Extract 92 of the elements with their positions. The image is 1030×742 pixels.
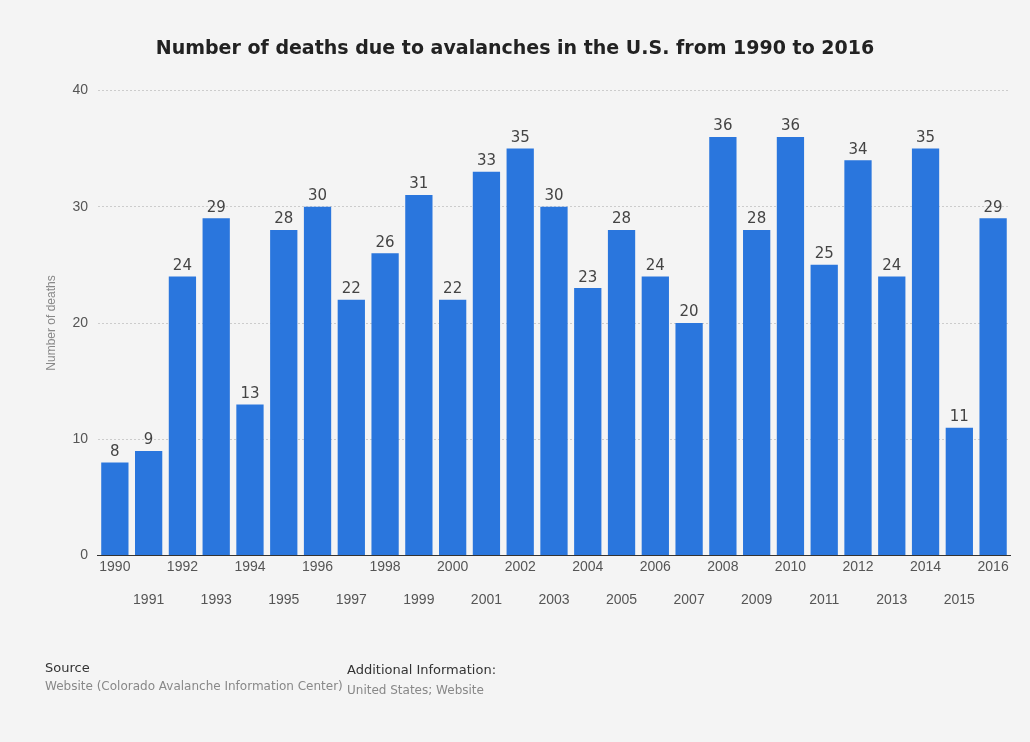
bar [371, 253, 399, 556]
bar [776, 136, 805, 556]
x-tick-label: 1991 [133, 591, 165, 608]
x-tick-label: 1993 [200, 591, 232, 608]
y-tick-label: 20 [72, 313, 89, 330]
data-label: 24 [172, 255, 192, 274]
x-tick-label: 1990 [99, 557, 131, 574]
bar [439, 299, 467, 556]
x-tick-label: 2010 [774, 557, 807, 574]
x-tick-label: 1999 [403, 591, 435, 608]
bar [911, 148, 940, 556]
bar [641, 276, 669, 556]
x-tick-label: 2006 [639, 557, 672, 574]
bar [607, 229, 636, 556]
bar [675, 323, 703, 556]
data-label: 24 [882, 255, 902, 274]
data-label: 30 [307, 186, 328, 205]
x-tick-label: 2015 [943, 591, 976, 608]
bar [945, 427, 973, 556]
bar [405, 195, 433, 556]
y-tick-label: 40 [72, 81, 89, 98]
x-tick-label: 1994 [234, 557, 266, 574]
x-tick-label: 2004 [572, 557, 604, 574]
text: United States; Website [347, 683, 484, 697]
data-label: 9 [143, 430, 154, 449]
data-label: 28 [274, 209, 294, 228]
y-tick-label: 0 [80, 546, 89, 563]
data-label: 26 [375, 232, 395, 251]
bar [743, 229, 771, 556]
y-tick-label: 30 [72, 197, 89, 214]
bar [168, 276, 197, 556]
chart-title: Number of deaths due to avalanches in the U.S. from 1990 to 2016 [154, 36, 876, 58]
x-tick-label: 2014 [909, 557, 942, 574]
x-tick-label: 1992 [166, 557, 199, 574]
data-label: 24 [645, 255, 665, 274]
bar [236, 404, 264, 556]
data-label: 31 [409, 174, 429, 193]
bar [979, 218, 1007, 556]
x-tick-label: 2007 [673, 591, 705, 608]
bar [202, 218, 230, 556]
bar [472, 171, 501, 556]
bar [709, 136, 737, 556]
bar [574, 288, 602, 556]
bar [540, 206, 568, 556]
data-label: 23 [578, 267, 598, 286]
y-tick-label: 10 [72, 430, 89, 447]
bar [337, 299, 365, 556]
data-label: 25 [814, 244, 834, 263]
x-tick-label: 2011 [809, 591, 840, 608]
bar [878, 276, 906, 556]
data-label: 29 [983, 197, 1003, 216]
data-label: 35 [916, 127, 936, 146]
data-label: 8 [110, 441, 120, 460]
bar [303, 206, 332, 556]
data-label: 35 [510, 127, 530, 146]
x-tick-label: 1997 [335, 591, 368, 608]
text: Source [45, 660, 90, 675]
bar [270, 229, 298, 556]
data-label: 22 [341, 279, 361, 298]
data-label: 33 [476, 151, 496, 170]
data-label: 28 [612, 209, 632, 228]
y-axis-title: Number of deaths [43, 275, 58, 371]
data-label: 13 [240, 383, 260, 402]
x-tick-label: 2013 [876, 591, 908, 608]
data-label: 36 [780, 116, 800, 135]
text: Website (Colorado Avalanche Information Center) [45, 679, 343, 693]
x-tick-label: 2009 [741, 591, 773, 608]
data-label: 30 [544, 186, 564, 205]
data-label: 20 [679, 302, 699, 321]
x-tick-label: 2003 [538, 591, 570, 608]
bar [506, 148, 534, 556]
data-label: 22 [443, 279, 463, 298]
x-tick-label: 2016 [977, 557, 1009, 574]
bar [810, 264, 838, 556]
x-tick-label: 2012 [842, 557, 874, 574]
data-label: 29 [206, 197, 226, 216]
x-tick-label: 2001 [470, 591, 503, 608]
bar [101, 462, 129, 556]
data-label: 11 [949, 407, 969, 426]
data-label: 34 [848, 139, 868, 158]
bar [844, 160, 872, 556]
x-tick-label: 2000 [437, 557, 469, 574]
x-tick-label: 2008 [707, 557, 739, 574]
x-tick-label: 1998 [369, 557, 401, 574]
x-tick-label: 1995 [268, 591, 300, 608]
x-tick-label: 2002 [504, 557, 536, 574]
data-label: 28 [747, 209, 767, 228]
text: Additional Information: [347, 662, 497, 677]
x-tick-label: 1996 [301, 557, 334, 574]
data-label: 36 [713, 116, 733, 135]
x-tick-label: 2005 [605, 591, 638, 608]
bar [135, 450, 163, 556]
